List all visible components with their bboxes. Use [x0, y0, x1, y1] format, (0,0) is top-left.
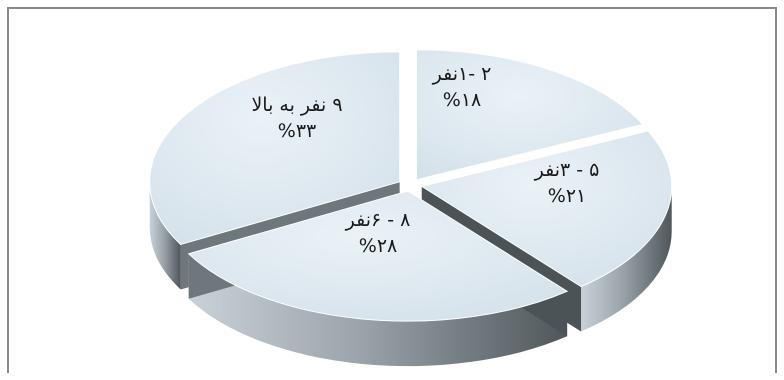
- slice-value-3: %۳۳: [278, 120, 316, 142]
- slice-label-1: ۵ - ۳نفر: [534, 159, 600, 181]
- labels-layer: ۲ -۱نفر %۱۸ ۵ - ۳نفر %۲۱ ۸ - ۶نفر %۲۸ ۹ نفر به…: [251, 63, 599, 257]
- slice-label-3: ۹ نفر به بالا: [251, 94, 342, 116]
- pie-slice-2: [187, 190, 569, 322]
- pie-slice-side-1: [581, 186, 672, 332]
- slices-layer: [149, 49, 673, 367]
- pie-slice-side-3: [149, 181, 181, 290]
- slice-label-2: ۸ - ۶نفر: [345, 209, 411, 231]
- slice-value-2: %۲۸: [359, 235, 397, 257]
- slice-label-0: ۲ -۱نفر: [432, 63, 492, 85]
- slice-value-1: %۲۱: [548, 185, 586, 207]
- pie-slice-0: [415, 49, 644, 181]
- pie-slice-3: [149, 51, 401, 246]
- slice-value-0: %۱۸: [443, 89, 481, 111]
- pie-slice-1: [420, 130, 673, 288]
- pie-slice-side-2: [188, 253, 568, 367]
